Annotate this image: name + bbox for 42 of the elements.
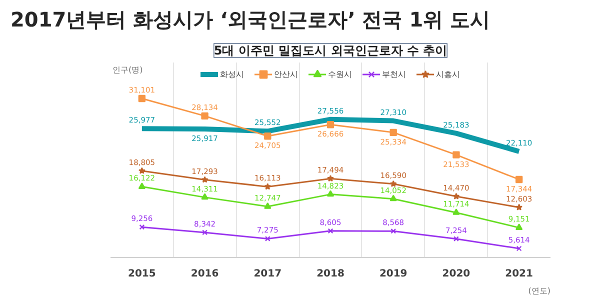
point bbox=[264, 236, 270, 242]
x-tick-label: 2020 bbox=[442, 268, 470, 280]
legend-label: 시흥시 bbox=[436, 68, 460, 80]
point bbox=[201, 112, 208, 120]
x-tick-label: 2016 bbox=[190, 268, 219, 280]
legend-label: 화성시 bbox=[220, 68, 244, 80]
point bbox=[515, 224, 523, 230]
point bbox=[264, 202, 272, 209]
legend-label: 부천시 bbox=[382, 68, 406, 80]
legend-label: 안산시 bbox=[274, 68, 298, 80]
x-axis-title: (연도) bbox=[528, 286, 551, 296]
chart-title: 2017년부터 화성시가 ‘외국인근로자’ 전국 1위 도시 bbox=[10, 8, 490, 32]
point bbox=[326, 121, 334, 128]
point bbox=[201, 193, 208, 200]
point bbox=[326, 190, 334, 197]
point bbox=[138, 94, 146, 102]
x-tick-label: 2017 bbox=[254, 268, 282, 280]
point bbox=[390, 228, 396, 234]
point bbox=[202, 230, 208, 236]
point bbox=[201, 176, 208, 183]
point bbox=[390, 180, 397, 187]
point bbox=[452, 208, 460, 215]
point bbox=[328, 228, 334, 234]
point bbox=[453, 236, 459, 242]
legend-label: 수원시 bbox=[328, 68, 352, 80]
x-tick-label: 2021 bbox=[505, 268, 534, 280]
point bbox=[264, 132, 272, 140]
point bbox=[390, 194, 397, 202]
x-tick-label: 2015 bbox=[128, 268, 156, 280]
x-tick-label: 2019 bbox=[379, 268, 408, 280]
point bbox=[264, 183, 272, 190]
point bbox=[516, 204, 523, 210]
point bbox=[452, 151, 460, 158]
y-axis-title: 인구(명) bbox=[112, 66, 143, 74]
point bbox=[138, 167, 146, 174]
point bbox=[390, 128, 397, 136]
point bbox=[452, 192, 460, 200]
point bbox=[515, 176, 523, 184]
point bbox=[327, 174, 334, 182]
x-tick-label: 2018 bbox=[316, 268, 344, 280]
point bbox=[138, 182, 146, 189]
chart-subtitle: 5대 이주민 밀집도시 외국인근로자 수 추이 bbox=[214, 44, 448, 58]
